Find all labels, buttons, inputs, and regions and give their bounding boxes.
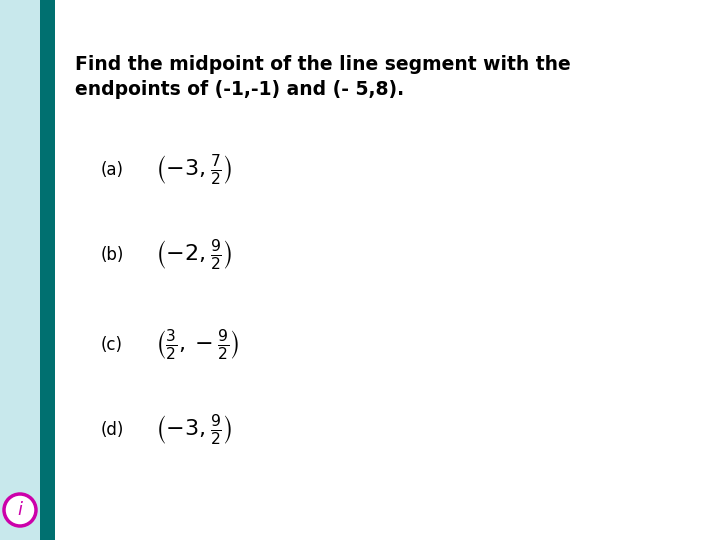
Text: $\left(-3,\frac{7}{2}\right)$: $\left(-3,\frac{7}{2}\right)$: [156, 152, 233, 187]
Text: endpoints of (-1,-1) and (- 5,8).: endpoints of (-1,-1) and (- 5,8).: [76, 80, 405, 99]
Text: (d): (d): [101, 421, 124, 439]
Text: $\left(-2,\frac{9}{2}\right)$: $\left(-2,\frac{9}{2}\right)$: [156, 238, 233, 273]
Text: $i$: $i$: [17, 501, 24, 519]
Text: $\left(\frac{3}{2},-\frac{9}{2}\right)$: $\left(\frac{3}{2},-\frac{9}{2}\right)$: [156, 328, 240, 362]
Text: $\left(-3,\frac{9}{2}\right)$: $\left(-3,\frac{9}{2}\right)$: [156, 413, 233, 448]
Text: (c): (c): [101, 336, 122, 354]
Circle shape: [4, 494, 36, 526]
Bar: [40, 0, 55, 540]
Text: (a): (a): [101, 161, 123, 179]
Text: (b): (b): [101, 246, 124, 264]
Bar: [0, 0, 40, 540]
Text: Find the midpoint of the line segment with the: Find the midpoint of the line segment wi…: [76, 55, 571, 74]
